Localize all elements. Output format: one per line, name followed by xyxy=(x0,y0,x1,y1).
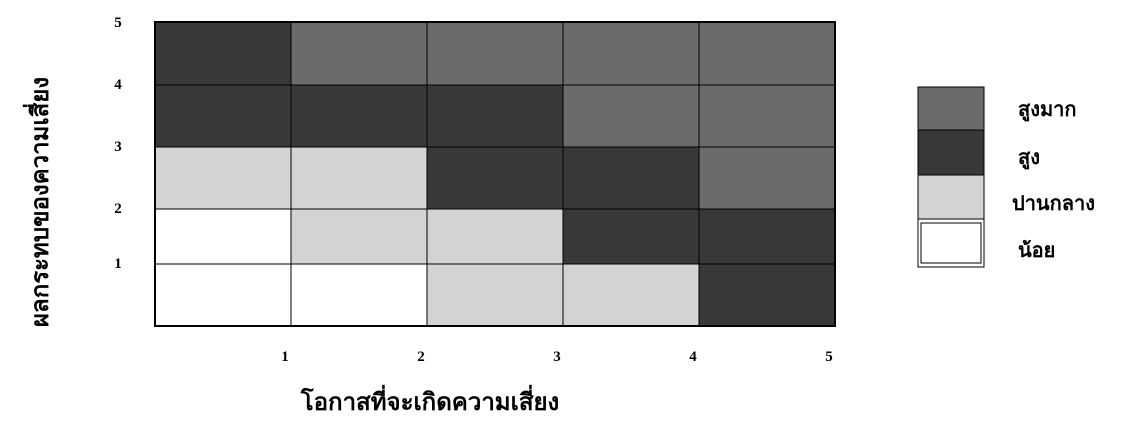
x-tick-label: 4 xyxy=(689,349,697,365)
x-tick-label: 2 xyxy=(417,349,425,365)
legend-label: สูงมาก xyxy=(1018,97,1077,123)
heatmap-cell xyxy=(155,264,291,326)
x-tick-label: 5 xyxy=(825,349,833,365)
y-tick-label: 5 xyxy=(114,15,122,31)
heatmap-cell xyxy=(699,209,835,264)
plot-frame xyxy=(154,21,836,327)
heatmap-cell xyxy=(291,264,427,326)
heatmap-cell xyxy=(563,22,699,85)
heatmap-cell xyxy=(291,85,427,147)
y-tick-label: 4 xyxy=(114,77,122,93)
heatmap-cell xyxy=(427,22,563,85)
heatmap-cell xyxy=(563,264,699,326)
heatmap-cell xyxy=(699,264,835,326)
heatmap-cell xyxy=(563,85,699,147)
gridlines xyxy=(155,22,835,326)
heatmap-cell xyxy=(155,147,291,209)
y-tick-label: 2 xyxy=(114,201,122,217)
legend-label: สูง xyxy=(1018,145,1040,171)
x-axis-title: โอกาสที่จะเกิดความเสี่ยง xyxy=(300,384,560,416)
y-tick-labels: 1 2 3 4 5 xyxy=(114,15,122,272)
heatmap-cell xyxy=(291,147,427,209)
legend-swatch xyxy=(917,129,985,176)
heatmap-cell xyxy=(291,22,427,85)
legend-label: น้อย xyxy=(1018,238,1055,262)
heatmap-cell xyxy=(699,22,835,85)
heatmap-cell xyxy=(563,147,699,209)
legend-swatch-inner-border xyxy=(920,222,982,264)
x-tick-label: 3 xyxy=(553,349,561,365)
x-tick-labels: 1 2 3 4 5 xyxy=(281,349,833,365)
heatmap-cell xyxy=(427,85,563,147)
heatmap-cell xyxy=(699,85,835,147)
heatmap-cell xyxy=(563,209,699,264)
y-tick-label: 3 xyxy=(114,139,122,155)
legend-swatch xyxy=(917,86,985,131)
heatmap-cell xyxy=(155,22,291,85)
legend-swatch xyxy=(917,174,985,220)
heatmap-cell xyxy=(427,209,563,264)
x-tick-label: 1 xyxy=(281,349,289,365)
heatmap-cell xyxy=(427,147,563,209)
y-tick-label: 1 xyxy=(114,256,122,272)
legend-label: ปานกลาง xyxy=(1012,191,1095,215)
heatmap-cell xyxy=(291,209,427,264)
legend-swatch xyxy=(917,218,985,268)
heatmap-cells xyxy=(155,22,835,326)
y-axis-title: ผลกระทบของความเสี่ยง xyxy=(22,77,54,327)
heatmap-cell xyxy=(155,209,291,264)
heatmap-cell xyxy=(699,147,835,209)
heatmap-cell xyxy=(427,264,563,326)
heatmap-cell xyxy=(155,85,291,147)
